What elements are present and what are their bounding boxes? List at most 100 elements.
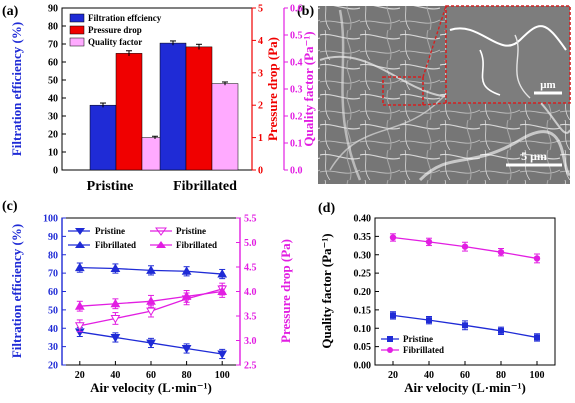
- panel-label-a: (a): [2, 4, 19, 19]
- ytick-label-a: 10: [48, 148, 58, 159]
- legend-marker-c-pristine-pd: [155, 227, 167, 236]
- sem-fiber-4: [418, 130, 572, 182]
- point-c-1: [146, 265, 156, 274]
- panel-b-sem-image: μm 5 μm: [318, 5, 572, 184]
- panel-a-bar-chart: 0 10 20 30 40 50 60 70 80 90 0 1 2 3 4 5 0.0 0.1 0.2 0.3 0…: [9, 4, 316, 195]
- x-axis-title-d: Air velocity (L·min⁻¹): [404, 380, 526, 395]
- point-c-3: [74, 301, 85, 310]
- ytick-label-c: 80: [48, 250, 58, 261]
- ytick-label-c: 70: [48, 269, 58, 280]
- ytick-label-c: 90: [48, 232, 58, 243]
- point-d-0: [390, 312, 396, 319]
- legend-label-filtration: Filtration effciency: [88, 13, 162, 23]
- ytick-label-c: 30: [48, 342, 58, 353]
- y2tick-label-a: 4: [258, 36, 263, 47]
- point-d-1: [389, 234, 397, 241]
- point-c-2: [110, 314, 121, 324]
- legend-label-c-fibrillated-pd: Fibrillated: [176, 240, 217, 250]
- point-c-2: [146, 307, 156, 317]
- sem-zoom-link-1: [422, 5, 447, 78]
- sem-zoom-link-2: [422, 102, 447, 106]
- point-c-2: [74, 322, 85, 331]
- ytick-label-c: 20: [48, 361, 58, 372]
- ytick-label-d: 0.15: [354, 305, 372, 316]
- bar-pristine-0: [89, 104, 117, 171]
- y3-axis-title-a: Quality factor (Pa⁻¹): [301, 31, 316, 146]
- panel-label-c: (c): [2, 199, 18, 214]
- legend-label-pressure: Pressure drop: [88, 25, 142, 35]
- ytick-label-c: 50: [48, 305, 58, 316]
- xtick-label-d: 100: [530, 370, 545, 381]
- legend-d: Pristine Fibrillated: [381, 334, 444, 355]
- point-d-0: [534, 334, 540, 341]
- category-label-pristine: Pristine: [87, 179, 134, 194]
- y2tick-label-c: 4.5: [244, 263, 257, 274]
- panel-label-b: (b): [297, 4, 314, 19]
- ytick-label-d: 0.05: [354, 342, 372, 353]
- y2tick-label-c: 2.5: [244, 361, 257, 372]
- legend-label-d-fibrillated: Fibrillated: [403, 345, 444, 355]
- xtick-label-d: 20: [388, 370, 398, 381]
- ytick-label-a: 70: [48, 40, 58, 51]
- ytick-label-d: 0.25: [354, 269, 372, 280]
- xtick-label-d: 80: [496, 370, 506, 381]
- ytick-label-d: 0.20: [354, 287, 372, 298]
- y2tick-label-a: 2: [258, 101, 263, 112]
- bar-fibrillated-0: [159, 42, 187, 171]
- y-axis-title-d: Quality factor (Pa⁻¹): [319, 233, 334, 348]
- ytick-label-a: 40: [48, 94, 58, 105]
- panel-c-line-chart: 20 30 40 50 60 70 80 90 100 2.5 3.0 3.5 4.0 4.5 5.0 5.…: [9, 214, 293, 396]
- xtick-label-c: 40: [110, 370, 120, 381]
- point-d-0: [462, 322, 468, 329]
- ytick-label-a: 30: [48, 112, 58, 123]
- legend-c: Pristine Fibrillated Pristine Fibrillate…: [68, 226, 217, 250]
- y2-axis-title-a: Pressure drop (Pa): [265, 37, 280, 141]
- x-axis-title-c: Air velocity (L·min⁻¹): [90, 380, 212, 395]
- legend-swatch-filtration: [69, 13, 85, 23]
- y-axis-title-c: Filtration efficiency (%): [9, 224, 24, 358]
- sem-inset-fiber-2: [479, 49, 501, 96]
- legend-swatch-quality: [69, 37, 85, 47]
- legend-label-quality: Quality factor: [88, 37, 142, 47]
- bar-fibrillated-2: [211, 83, 239, 171]
- ytick-label-d: 0.30: [354, 250, 372, 261]
- legend-label-c-pristine-fe: Pristine: [95, 226, 125, 236]
- legend-label-d-pristine: Pristine: [403, 334, 433, 344]
- y3tick-label-a: 0.6: [290, 4, 303, 15]
- y2tick-label-a: 1: [258, 133, 263, 144]
- xtick-label-c: 100: [215, 370, 230, 381]
- ytick-label-d: 0.40: [354, 214, 372, 225]
- ytick-label-a: 60: [48, 58, 58, 69]
- ytick-label-c: 100: [43, 214, 58, 225]
- point-c-1: [110, 263, 121, 273]
- legend-marker-c-fibrillated-fe: [75, 241, 85, 248]
- ytick-label-a: 80: [48, 22, 58, 33]
- xtick-label-c: 20: [75, 370, 85, 381]
- y-axis-title-a: Filtration efficiency (%): [9, 22, 24, 156]
- ytick-label-a: 90: [48, 4, 58, 15]
- point-c-1: [217, 269, 228, 278]
- y3tick-label-a: 0.5: [290, 31, 303, 42]
- sem-inset-image: [445, 5, 571, 104]
- ytick-label-d: 0.00: [354, 361, 372, 372]
- point-c-3: [146, 296, 156, 305]
- point-c-1: [74, 262, 85, 272]
- legend-label-c-pristine-pd: Pristine: [176, 226, 206, 236]
- xtick-label-d: 60: [460, 370, 470, 381]
- sem-inset-fiber-3: [514, 34, 531, 99]
- y2tick-label-a: 5: [258, 4, 263, 15]
- y2tick-label-a: 0: [258, 166, 263, 177]
- point-d-0: [498, 327, 504, 334]
- point-c-0: [110, 333, 121, 343]
- legend-marker-c-fibrillated-pd: [156, 241, 166, 248]
- y3tick-label-a: 0.3: [290, 85, 303, 96]
- ytick-label-c: 40: [48, 324, 58, 335]
- ytick-label-c: 60: [48, 287, 58, 298]
- sem-inset-fiber-1: [449, 25, 567, 51]
- point-c-3: [217, 286, 228, 295]
- point-d-1: [425, 238, 433, 246]
- point-d-1: [533, 255, 541, 262]
- ytick-label-a: 50: [48, 76, 58, 87]
- point-d-1: [497, 248, 505, 256]
